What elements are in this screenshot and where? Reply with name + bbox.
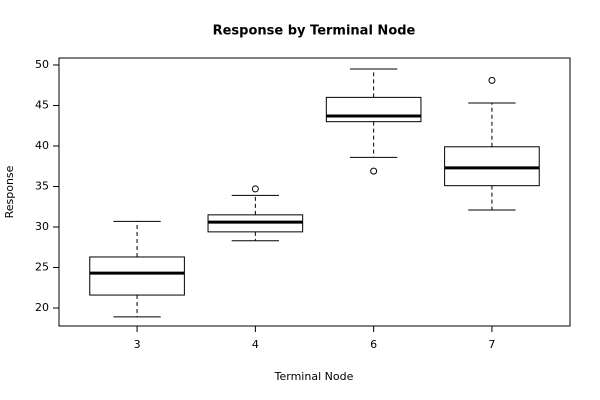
x-tick-label: 6 — [370, 338, 377, 351]
y-tick-label: 30 — [35, 220, 49, 233]
y-tick-label: 35 — [35, 179, 49, 192]
box — [89, 256, 185, 296]
outlier — [251, 185, 259, 193]
box — [444, 146, 540, 187]
y-tick-label: 50 — [35, 58, 49, 71]
plot-frame — [58, 57, 571, 327]
chart-title: Response by Terminal Node — [213, 24, 416, 39]
x-tick-label: 4 — [252, 338, 259, 351]
outlier — [488, 76, 496, 84]
y-tick-label: 25 — [35, 261, 49, 274]
x-axis-label: Terminal Node — [274, 370, 354, 383]
y-tick-label: 20 — [35, 301, 49, 314]
y-tick-label: 40 — [35, 139, 49, 152]
x-tick-label: 7 — [488, 338, 495, 351]
y-axis-label: Response — [3, 165, 16, 218]
x-tick-label: 3 — [134, 338, 141, 351]
box — [325, 96, 422, 123]
outlier — [370, 167, 378, 175]
y-tick-label: 45 — [35, 98, 49, 111]
